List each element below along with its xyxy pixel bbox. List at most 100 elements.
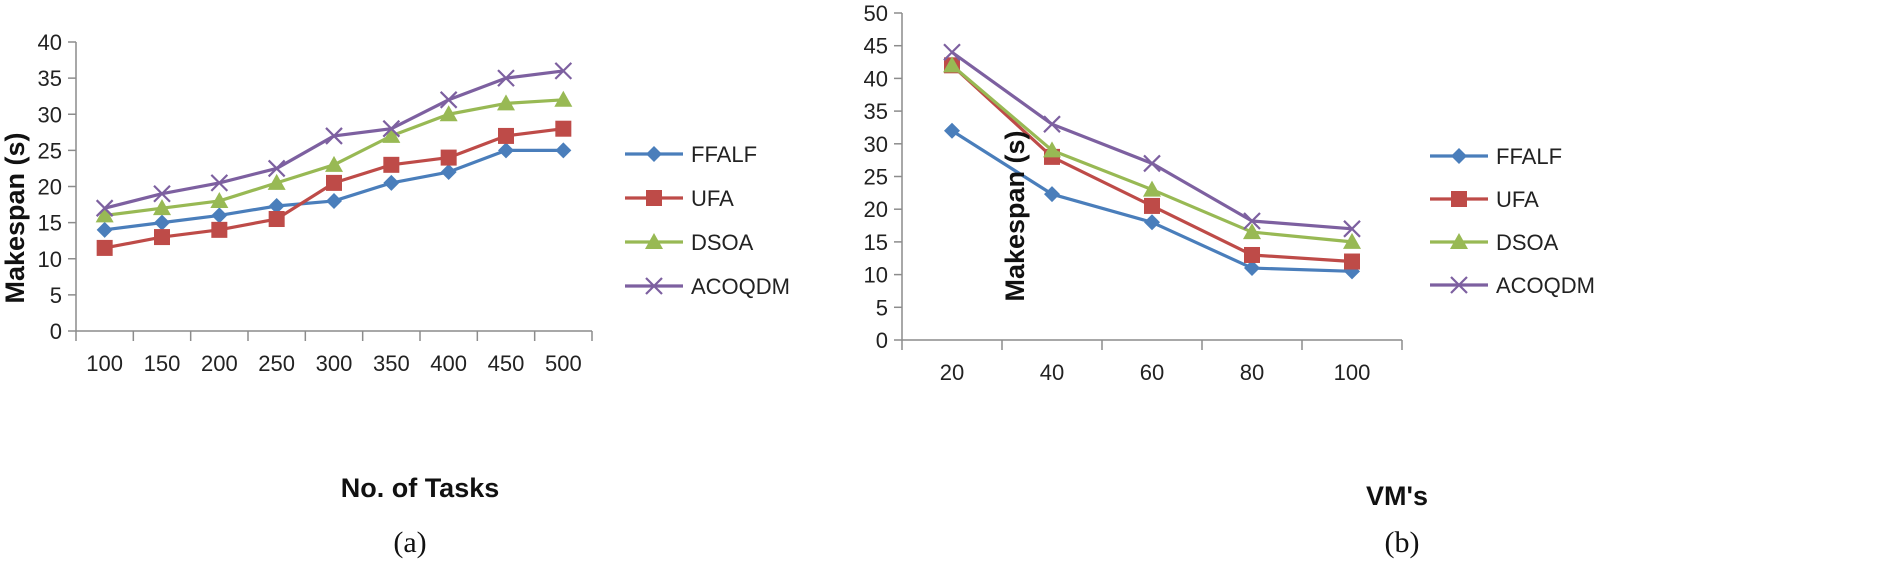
data-point-dsoa [267, 173, 286, 190]
x-tick-label: 150 [144, 351, 181, 376]
data-point-acoqdm [382, 119, 401, 138]
legend-marker [646, 146, 662, 162]
data-point-dsoa [153, 199, 171, 216]
y-tick-label: 40 [864, 66, 888, 91]
data-point-acoqdm [439, 91, 458, 109]
legend-label: FFALF [1496, 144, 1562, 169]
data-point-acoqdm [210, 174, 229, 192]
chart-a-xlabel: No. of Tasks [341, 473, 500, 503]
data-point-dsoa [95, 206, 114, 223]
legend-marker [645, 277, 663, 295]
data-point-ufa [1344, 253, 1360, 270]
data-point-acoqdm [325, 127, 343, 145]
series-ufa [96, 120, 572, 256]
data-point-ufa [1244, 246, 1260, 263]
data-point-ufa [440, 149, 457, 166]
x-tick-label: 500 [545, 351, 582, 376]
y-tick-label: 25 [864, 165, 888, 190]
legend-item-ufa: UFA [625, 186, 734, 211]
legend-item-acoqdm: ACOQDM [625, 274, 790, 299]
data-point-acoqdm [1343, 220, 1361, 238]
data-point-acoqdm [95, 199, 114, 217]
data-point-acoqdm [554, 62, 573, 80]
data-point-ffalf [1144, 214, 1160, 231]
legend-marker [1451, 148, 1467, 164]
y-tick-label: 25 [38, 138, 62, 163]
x-tick-label: 350 [373, 351, 410, 376]
series-acoqdm [943, 43, 1361, 238]
legend-item-dsoa: DSOA [625, 230, 754, 255]
chart-b-ylabel: Makespan (s) [1000, 130, 1030, 301]
data-point-ffalf [498, 142, 514, 159]
data-point-ufa [268, 211, 285, 228]
legend-label: UFA [691, 186, 734, 211]
series-ffalf [96, 142, 572, 238]
x-tick-label: 100 [86, 351, 123, 376]
x-tick-label: 250 [258, 351, 295, 376]
y-tick-label: 10 [864, 263, 888, 288]
series-dsoa [943, 56, 1361, 249]
data-point-ffalf [268, 198, 285, 215]
data-point-ufa [498, 127, 514, 144]
y-tick-label: 10 [38, 247, 62, 272]
chart-b: 0 5 10 15 20 25 30 35 40 45 50 20 40 60 80 100 VM's Mak… [864, 1, 1595, 559]
y-tick-label: 40 [38, 30, 62, 55]
data-point-ufa [383, 156, 400, 173]
legend-label: DSOA [691, 230, 754, 255]
chart-b-legend: FFALF UFA DSOA ACOQDM [1430, 144, 1595, 298]
y-tick-label: 0 [876, 328, 888, 353]
x-tick-label: 200 [201, 351, 238, 376]
chart-b-series [943, 43, 1361, 280]
data-point-dsoa [943, 56, 961, 73]
chart-a-axes: 0 5 10 15 20 25 30 35 40 100 150 200 250 300 350 400 450… [38, 30, 593, 376]
legend-marker [1450, 276, 1468, 294]
legend-item-ffalf: FFALF [625, 142, 757, 167]
legend-item-ffalf: FFALF [1430, 144, 1562, 169]
y-tick-label: 30 [38, 102, 62, 127]
data-point-acoqdm [1243, 212, 1261, 230]
legend-marker [1450, 233, 1468, 249]
y-tick-label: 30 [864, 132, 888, 157]
data-point-ufa [555, 120, 572, 137]
data-point-ffalf [154, 214, 170, 231]
data-point-dsoa [554, 90, 573, 107]
y-tick-label: 35 [864, 99, 888, 124]
data-point-ffalf [1244, 260, 1260, 277]
series-acoqdm [95, 62, 573, 217]
data-point-dsoa [497, 94, 515, 111]
y-tick-label: 15 [864, 230, 888, 255]
data-point-ffalf [1044, 186, 1060, 203]
data-point-acoqdm [1043, 115, 1061, 133]
y-tick-label: 15 [38, 211, 62, 236]
series-dsoa [95, 90, 573, 223]
legend-label: ACOQDM [691, 274, 790, 299]
legend-item-ufa: UFA [1430, 187, 1539, 212]
x-tick-label: 60 [1140, 360, 1164, 385]
legend-label: DSOA [1496, 230, 1559, 255]
y-tick-label: 20 [38, 175, 62, 200]
chart-a-ylabel: Makespan (s) [0, 132, 30, 303]
data-point-dsoa [439, 105, 458, 122]
chart-b-axes: 0 5 10 15 20 25 30 35 40 45 50 20 40 60 80 100 [864, 1, 1403, 385]
chart-b-caption: (b) [1385, 526, 1420, 559]
chart-a: 0 5 10 15 20 25 30 35 40 100 150 200 250 300 350 400 450… [0, 30, 790, 559]
data-point-dsoa [382, 126, 401, 143]
x-tick-label: 40 [1040, 360, 1064, 385]
legend-marker [646, 190, 662, 206]
data-point-dsoa [1343, 232, 1361, 249]
data-point-ffalf [96, 221, 113, 238]
chart-a-caption: (a) [393, 526, 426, 559]
x-tick-label: 400 [430, 351, 467, 376]
data-point-ffalf [383, 174, 400, 191]
legend-label: FFALF [691, 142, 757, 167]
data-point-ffalf [944, 122, 960, 139]
data-point-dsoa [1243, 223, 1261, 240]
data-point-acoqdm [267, 159, 286, 178]
y-tick-label: 45 [864, 34, 888, 59]
data-point-ffalf [440, 164, 457, 181]
data-point-ufa [154, 229, 170, 246]
legend-label: ACOQDM [1496, 273, 1595, 298]
data-point-acoqdm [943, 43, 961, 62]
data-point-acoqdm [1143, 154, 1161, 173]
